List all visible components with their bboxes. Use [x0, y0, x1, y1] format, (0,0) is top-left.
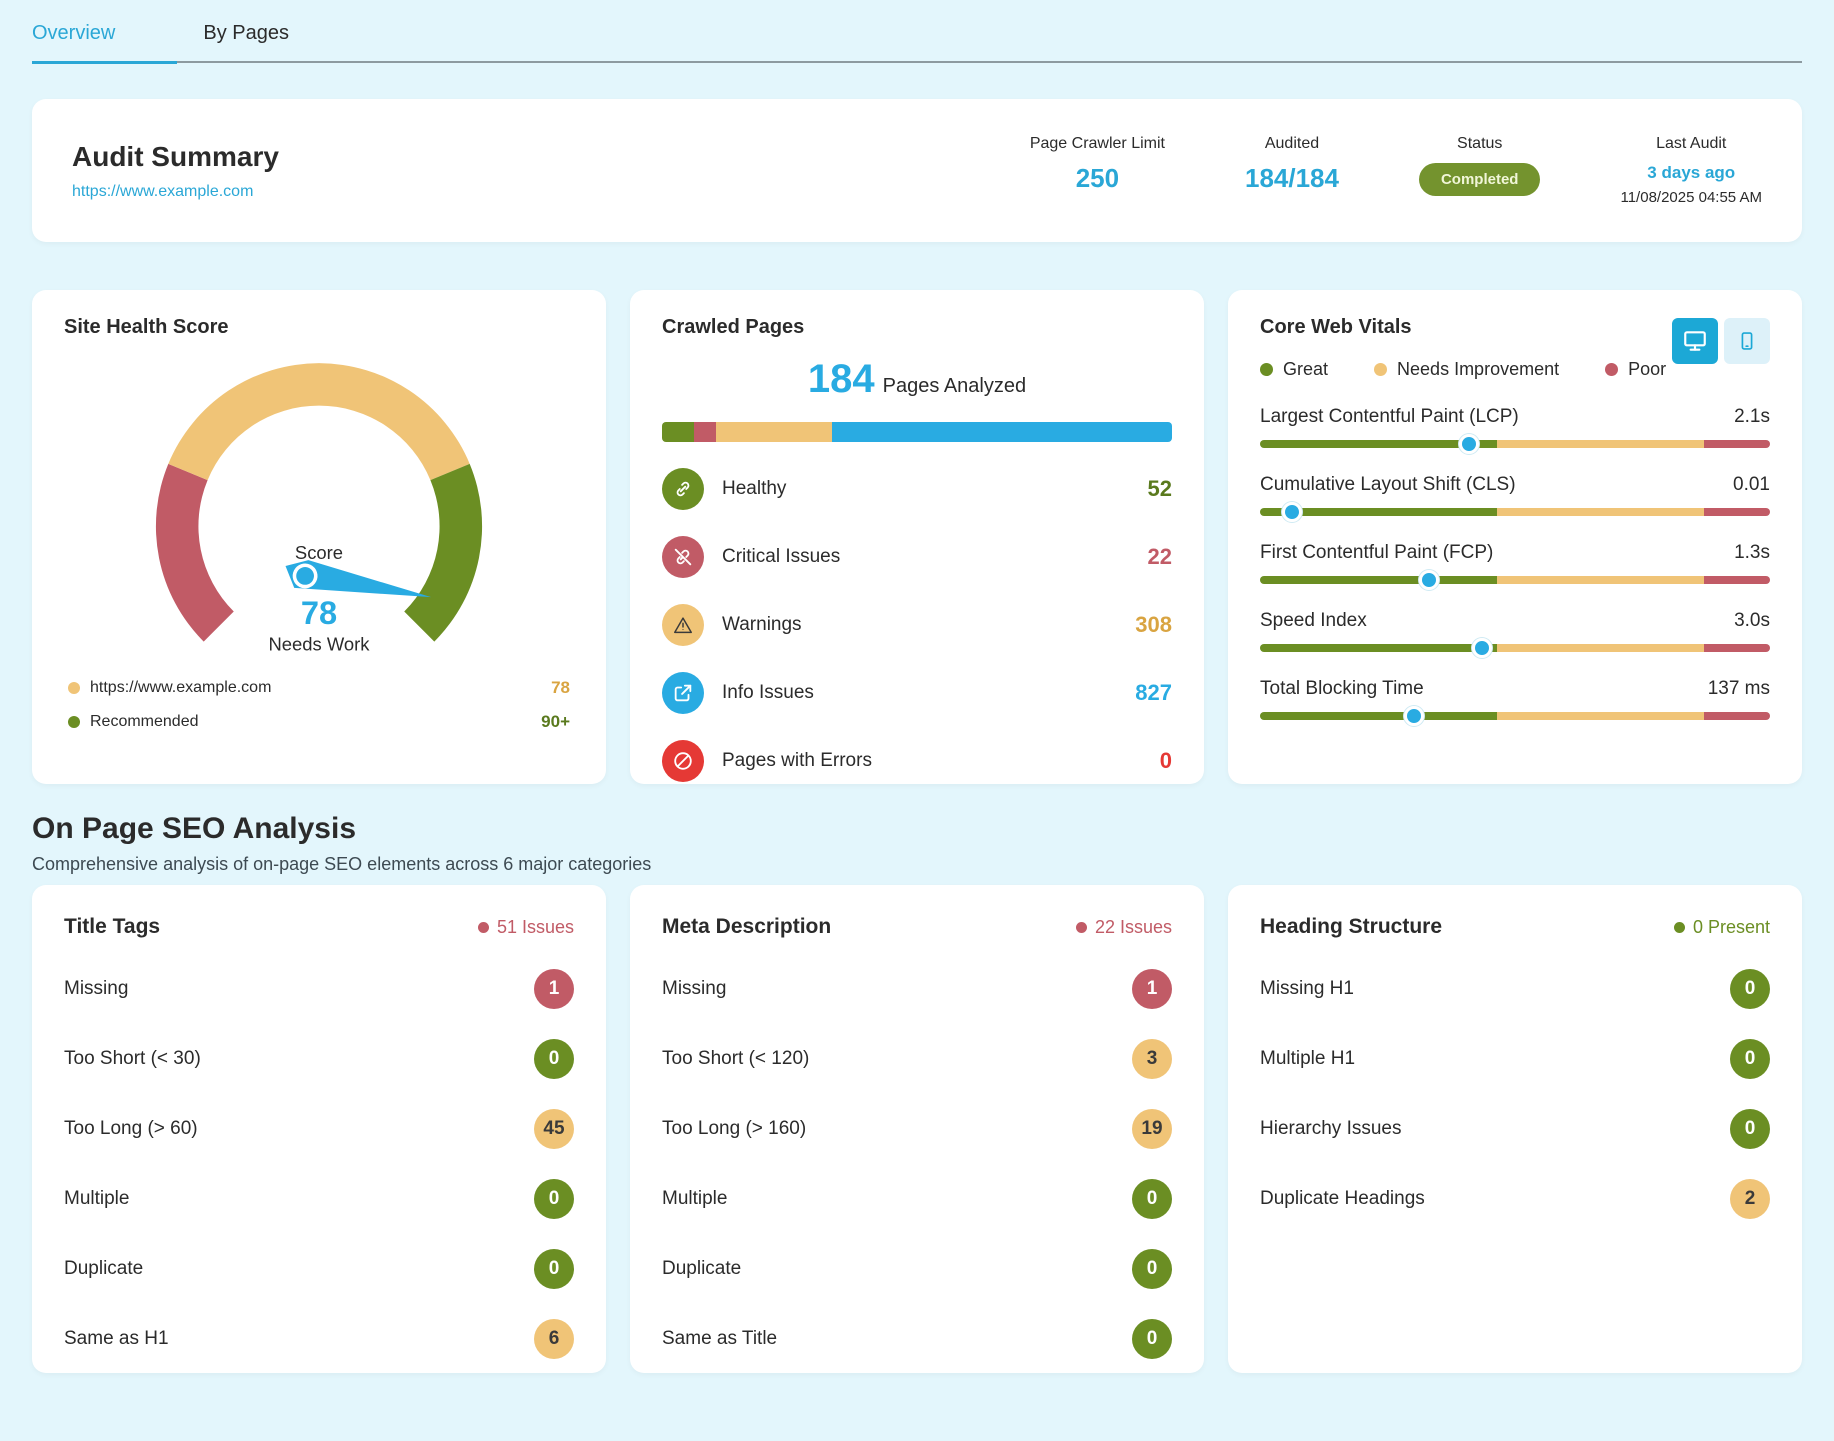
svg-text:Score: Score [295, 542, 343, 563]
svg-text:Needs Work: Needs Work [268, 633, 370, 654]
svg-text:78: 78 [301, 594, 337, 631]
